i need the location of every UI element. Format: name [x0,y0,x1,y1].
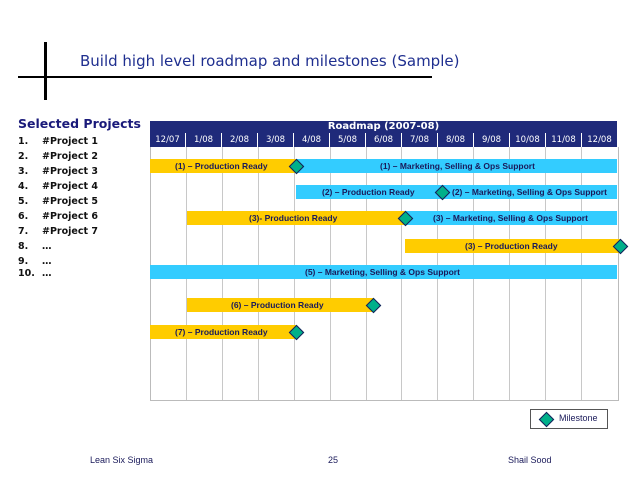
project-number: 10. [18,268,35,279]
bar-5-marketing-support: (5) – Marketing, Selling & Ops Support [150,265,617,279]
bar-1-production-ready: (1) – Production Ready [150,159,296,173]
projects-heading: Selected Projects [18,116,141,131]
bar-3-marketing-support: (3) – Marketing, Selling & Ops Support [405,211,617,225]
project-name: … [42,241,52,252]
project-list-item: 1. #Project 1 [18,136,98,147]
roadmap-header: Roadmap (2007-08) [150,121,617,133]
month-label: 5/08 [330,133,366,147]
month-label: 2/08 [222,133,258,147]
bar-6-production-ready: (6) – Production Ready [187,298,373,312]
month-label: 10/08 [510,133,546,147]
project-list-item: 5. #Project 5 [18,196,98,207]
footer-page-number: 25 [328,455,339,465]
bar-2-production-ready: (2) – Production Ready [296,185,442,199]
project-number: 8. [18,241,29,252]
project-number: 5. [18,196,29,207]
month-label: 12/08 [587,135,612,145]
project-name: #Project 1 [42,136,98,147]
month-label: 12/07 [150,133,186,147]
decor-horizontal-line [18,76,432,78]
footer-right: Shail Sood [508,455,552,465]
project-number: 2. [18,151,29,162]
bar-label: (2) – Production Ready [322,187,415,197]
legend-label: Milestone [559,413,598,423]
footer-left: Lean Six Sigma [90,455,154,465]
bar-3-production-ready: (3)- Production Ready [187,211,405,225]
bar-label: (6) – Production Ready [231,300,324,310]
bar-label: (2) – Marketing, Selling & Ops Support [452,187,607,197]
month-label: 9/08 [474,133,510,147]
bar-label: (3) – Production Ready [465,241,558,251]
project-name: … [42,268,52,279]
bar-label: (5) – Marketing, Selling & Ops Support [305,267,460,277]
bar-2-marketing-support: (2) – Marketing, Selling & Ops Support [442,185,617,199]
bar-1-marketing-support: (1) – Marketing, Selling & Ops Support [296,159,617,173]
project-list-item: 10. … [18,268,52,279]
project-number: 3. [18,166,29,177]
project-name: #Project 4 [42,181,98,192]
month-label: 11/08 [546,133,582,147]
project-number: 4. [18,181,29,192]
bar-label: (7) – Production Ready [175,327,268,337]
month-label: 4/08 [294,133,330,147]
project-list-item: 2. #Project 2 [18,151,98,162]
decor-vertical-line [44,42,47,100]
bar-label: (3) – Marketing, Selling & Ops Support [433,213,588,223]
month-label: 7/08 [402,133,438,147]
project-list-item: 4. #Project 4 [18,181,98,192]
slide-title: Build high level roadmap and milestones … [80,52,460,70]
project-list-item: 6. #Project 6 [18,211,98,222]
project-list-item: 9. … [18,256,52,267]
project-number: 9. [18,256,29,267]
project-name: #Project 7 [42,226,98,237]
project-name: … [42,256,52,267]
bar-label: (3)- Production Ready [249,213,338,223]
project-number: 1. [18,136,29,147]
month-label: 1/08 [186,133,222,147]
month-label: 3/08 [258,133,294,147]
month-label: 6/08 [366,133,402,147]
milestone-diamond-icon [538,411,555,428]
bar-3b-production-ready: (3) – Production Ready [405,239,621,253]
month-label: 8/08 [438,133,474,147]
month-header-row: 12/07 1/08 2/08 3/08 4/08 5/08 6/08 7/08 8/08 9/0… [150,133,617,147]
bar-label: (1) – Marketing, Selling & Ops Support [380,161,535,171]
project-name: #Project 2 [42,151,98,162]
project-list-item: 3. #Project 3 [18,166,98,177]
project-name: #Project 3 [42,166,98,177]
project-list-item: 8. … [18,241,52,252]
project-number: 7. [18,226,29,237]
project-name: #Project 5 [42,196,98,207]
project-number: 6. [18,211,29,222]
bar-label: (1) – Production Ready [175,161,268,171]
project-list-item: 7. #Project 7 [18,226,98,237]
legend: Milestone [530,409,608,429]
project-name: #Project 6 [42,211,98,222]
bar-7-production-ready: (7) – Production Ready [150,325,296,339]
